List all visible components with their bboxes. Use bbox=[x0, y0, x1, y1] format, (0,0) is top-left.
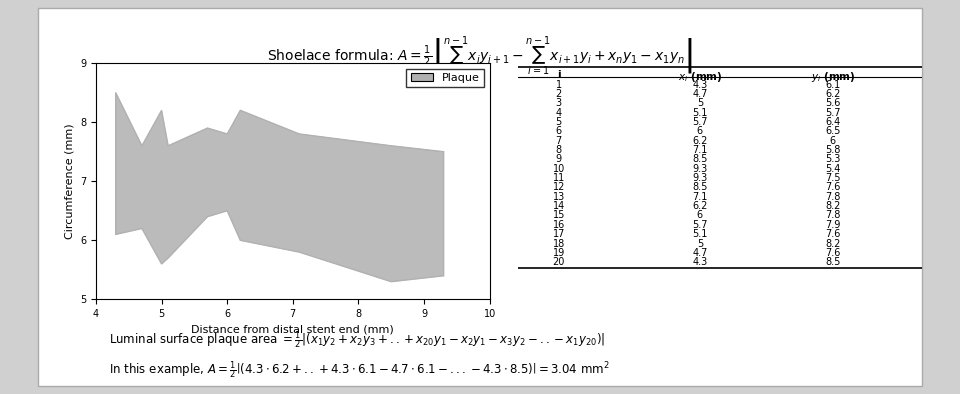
Text: 6.2: 6.2 bbox=[826, 89, 841, 99]
Text: $y_i$ (mm): $y_i$ (mm) bbox=[810, 70, 855, 84]
Text: In this example, $A = \frac{1}{2}\left|(4.3 \cdot 6.2 + .. + 4.3 \cdot 6.1 - 4.7: In this example, $A = \frac{1}{2}\left|(… bbox=[109, 360, 610, 381]
Text: $x_i$ (mm): $x_i$ (mm) bbox=[678, 70, 722, 84]
Text: 5.7: 5.7 bbox=[692, 117, 708, 127]
Text: Shoelace formula: $A = \frac{1}{2}\left|\sum_{i=1}^{n-1} x_i y_{i+1} - \sum_{i=1: Shoelace formula: $A = \frac{1}{2}\left|… bbox=[267, 34, 693, 78]
Legend: Plaque: Plaque bbox=[406, 69, 484, 87]
Text: 15: 15 bbox=[553, 210, 564, 221]
Text: 6.4: 6.4 bbox=[826, 117, 841, 127]
Text: 5: 5 bbox=[556, 117, 562, 127]
Text: 18: 18 bbox=[553, 238, 564, 249]
Text: 7.6: 7.6 bbox=[826, 248, 841, 258]
Text: 8: 8 bbox=[556, 145, 562, 155]
Text: 4.3: 4.3 bbox=[692, 80, 708, 89]
Text: 8.5: 8.5 bbox=[692, 182, 708, 192]
Text: 7.8: 7.8 bbox=[826, 210, 841, 221]
Text: 11: 11 bbox=[553, 173, 564, 183]
Text: i: i bbox=[557, 70, 561, 80]
Text: 4: 4 bbox=[556, 108, 562, 118]
Text: 5: 5 bbox=[697, 238, 703, 249]
Text: 8.2: 8.2 bbox=[826, 201, 841, 211]
Text: 5.1: 5.1 bbox=[692, 108, 708, 118]
Text: 6.5: 6.5 bbox=[826, 126, 841, 136]
Text: 6.2: 6.2 bbox=[692, 136, 708, 146]
FancyBboxPatch shape bbox=[38, 8, 922, 386]
Text: 7.6: 7.6 bbox=[826, 182, 841, 192]
Text: 2: 2 bbox=[556, 89, 562, 99]
Text: 3: 3 bbox=[556, 98, 562, 108]
Text: 13: 13 bbox=[553, 192, 564, 202]
Text: Luminal surface plaque area $= \frac{1}{2}\left|(x_1 y_2 + x_2 y_3 + .. + x_{20}: Luminal surface plaque area $= \frac{1}{… bbox=[109, 329, 606, 351]
Text: 7.6: 7.6 bbox=[826, 229, 841, 239]
Text: 8.5: 8.5 bbox=[826, 257, 841, 267]
Text: 19: 19 bbox=[553, 248, 564, 258]
Text: 7.9: 7.9 bbox=[826, 220, 841, 230]
Text: 5.7: 5.7 bbox=[826, 108, 841, 118]
Text: 6.1: 6.1 bbox=[826, 80, 841, 89]
Text: 8.5: 8.5 bbox=[692, 154, 708, 164]
Text: 10: 10 bbox=[553, 164, 564, 174]
X-axis label: Distance from distal stent end (mm): Distance from distal stent end (mm) bbox=[191, 325, 395, 335]
Text: 9: 9 bbox=[556, 154, 562, 164]
Polygon shape bbox=[116, 93, 444, 282]
Text: 1: 1 bbox=[556, 80, 562, 89]
Text: 16: 16 bbox=[553, 220, 564, 230]
Text: 12: 12 bbox=[553, 182, 564, 192]
Text: 17: 17 bbox=[553, 229, 564, 239]
Text: 7.1: 7.1 bbox=[692, 145, 708, 155]
Text: 6: 6 bbox=[556, 126, 562, 136]
Text: 5.6: 5.6 bbox=[826, 98, 841, 108]
Text: 5.7: 5.7 bbox=[692, 220, 708, 230]
Text: 5.4: 5.4 bbox=[826, 164, 841, 174]
Text: 4.7: 4.7 bbox=[692, 89, 708, 99]
Text: 7.5: 7.5 bbox=[826, 173, 841, 183]
Text: 5.3: 5.3 bbox=[826, 154, 841, 164]
Text: 7.1: 7.1 bbox=[692, 192, 708, 202]
Text: 20: 20 bbox=[553, 257, 564, 267]
Text: 9.3: 9.3 bbox=[692, 173, 708, 183]
Text: 6.2: 6.2 bbox=[692, 201, 708, 211]
Text: 5.8: 5.8 bbox=[826, 145, 841, 155]
Text: 4.7: 4.7 bbox=[692, 248, 708, 258]
Text: 7.8: 7.8 bbox=[826, 192, 841, 202]
Text: 9.3: 9.3 bbox=[692, 164, 708, 174]
Text: 14: 14 bbox=[553, 201, 564, 211]
Text: 5.1: 5.1 bbox=[692, 229, 708, 239]
Text: 5: 5 bbox=[697, 98, 703, 108]
Text: 7: 7 bbox=[556, 136, 562, 146]
Text: 6: 6 bbox=[697, 210, 703, 221]
Text: 6: 6 bbox=[829, 136, 836, 146]
Text: 8.2: 8.2 bbox=[826, 238, 841, 249]
Text: 6: 6 bbox=[697, 126, 703, 136]
Y-axis label: Circumference (mm): Circumference (mm) bbox=[64, 123, 75, 239]
Text: 4.3: 4.3 bbox=[692, 257, 708, 267]
